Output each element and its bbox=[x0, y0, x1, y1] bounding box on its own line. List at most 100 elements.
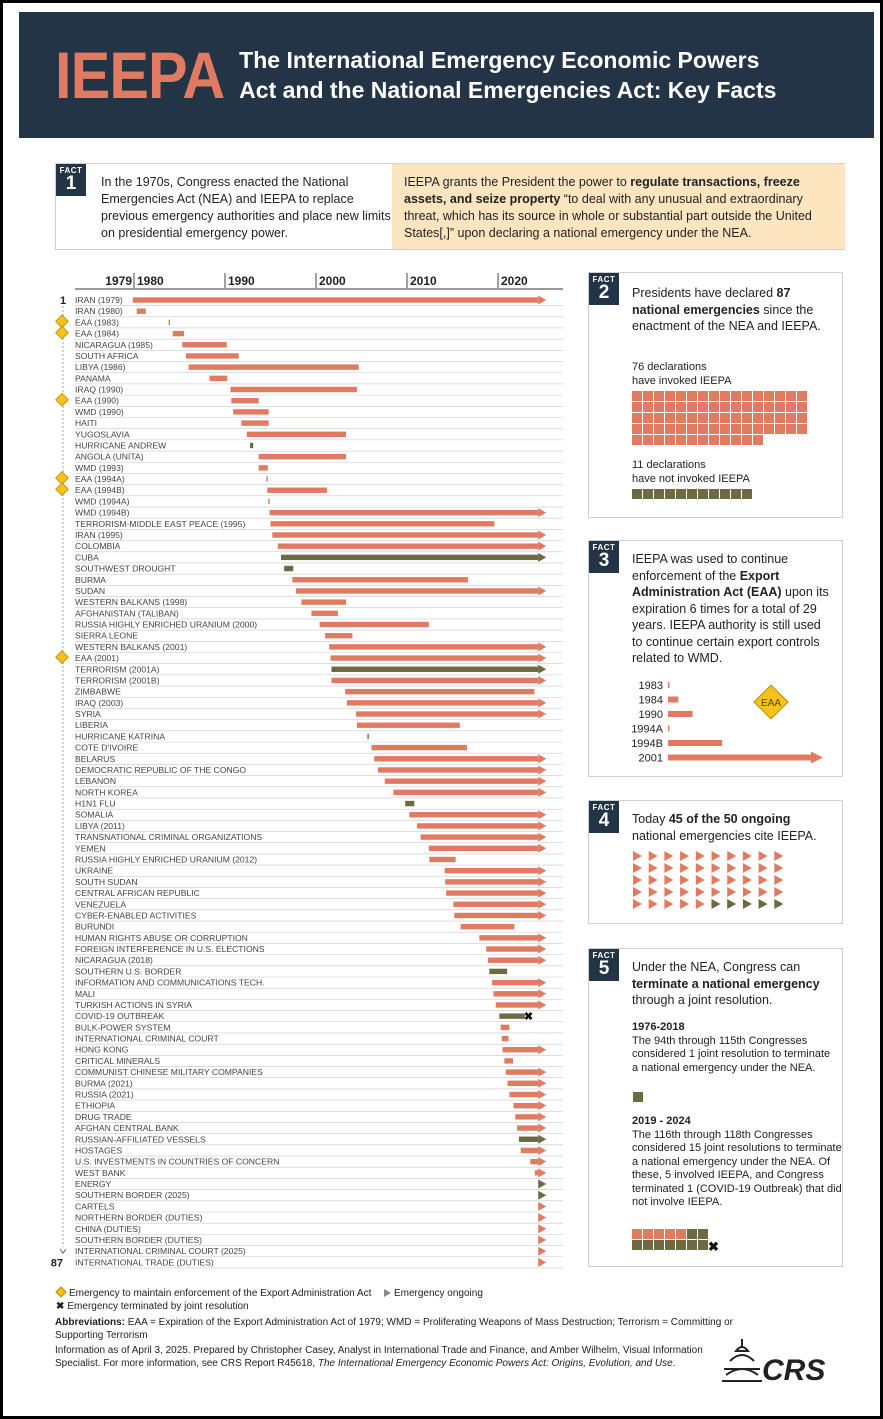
duration-bar bbox=[346, 700, 539, 706]
duration-bar bbox=[311, 610, 338, 617]
duration-bar bbox=[486, 946, 539, 952]
eaa-diamond-icon bbox=[753, 684, 789, 720]
terminated-x-icon: ✖ bbox=[524, 1011, 533, 1023]
fact-5-box: FACT 5 Under the NEA, Congress can termin… bbox=[588, 948, 843, 1267]
ieepa-square bbox=[698, 402, 708, 412]
emergency-triangle bbox=[664, 863, 674, 873]
axis-tick-label: 1990 bbox=[228, 274, 255, 288]
duration-bar bbox=[493, 991, 539, 997]
emergency-triangle bbox=[774, 875, 784, 885]
timeline-row: AFGHAN CENTRAL BANK bbox=[75, 1123, 563, 1134]
emergency-triangle bbox=[633, 899, 642, 909]
row-label: LIBYA (2011) bbox=[75, 821, 125, 831]
row-label: NICARAGUA (1985) bbox=[75, 340, 153, 350]
row-label: SIERRA LEONE bbox=[75, 631, 138, 641]
resolution-square bbox=[632, 1229, 642, 1239]
ieepa-square bbox=[742, 435, 752, 445]
eaa-bar-label: 2001 bbox=[639, 753, 663, 765]
duration-bar bbox=[258, 453, 347, 460]
row-label: INFORMATION AND COMMUNICATIONS TECH. bbox=[75, 978, 265, 988]
row-label: RUSSIA (2021) bbox=[75, 1089, 134, 1099]
row-label: WMD (1990) bbox=[75, 407, 124, 417]
text: IEEPA was used to continue enforcement o… bbox=[632, 552, 789, 583]
bold-text: 87 national emergencies bbox=[632, 286, 791, 317]
ieepa-square bbox=[709, 424, 719, 434]
fact-3-badge: FACT 3 bbox=[589, 541, 619, 573]
ieepa-square bbox=[709, 391, 719, 401]
row-label: INTERNATIONAL CRIMINAL COURT (2025) bbox=[75, 1246, 246, 1256]
timeline-row: CHINA (DUTIES) bbox=[75, 1224, 563, 1235]
resolution-square bbox=[676, 1229, 686, 1239]
eaa-diamond-icon bbox=[55, 471, 69, 485]
ieepa-square bbox=[731, 424, 741, 434]
row-label: BELARUS bbox=[75, 754, 115, 764]
eaa-badge-label: EAA bbox=[761, 698, 781, 709]
timeline-row: COTE D'IVOIRE bbox=[75, 743, 563, 754]
timeline-row: COVID-19 OUTBREAK ✖ bbox=[75, 1011, 563, 1023]
row-label: TURKISH ACTIONS IN SYRIA bbox=[75, 1000, 192, 1010]
emergency-triangle bbox=[774, 899, 784, 909]
ieepa-square bbox=[753, 402, 763, 412]
timeline-row: ENERGY bbox=[75, 1179, 563, 1190]
duration-bar bbox=[331, 677, 539, 684]
ongoing-arrow-icon bbox=[538, 1213, 547, 1223]
eaa-bar bbox=[668, 696, 679, 703]
eaa-diamond-icon bbox=[55, 314, 69, 329]
emergency-triangle bbox=[648, 863, 658, 873]
fact-5-badge: FACT 5 bbox=[589, 949, 619, 981]
ieepa-square bbox=[742, 413, 752, 423]
timeline-row: SOUTH SUDAN bbox=[75, 877, 563, 888]
row-label: LIBYA (1986) bbox=[75, 362, 126, 372]
duration-bar bbox=[267, 487, 327, 493]
timeline-row: ANGOLA (UNITA) bbox=[75, 452, 563, 463]
ongoing-arrow-icon bbox=[538, 541, 547, 551]
row-label: INTERNATIONAL TRADE (DUTIES) bbox=[75, 1257, 214, 1267]
emergency-triangle bbox=[758, 899, 768, 909]
emergency-triangle bbox=[711, 887, 721, 897]
fact-number: 2 bbox=[598, 282, 610, 303]
fact-label: FACT bbox=[592, 803, 616, 812]
eaa-bar-label: 1984 bbox=[639, 695, 663, 707]
emergency-triangle bbox=[742, 887, 752, 897]
duration-bar bbox=[231, 398, 259, 404]
ieepa-square bbox=[687, 413, 697, 423]
timeline-row: RUSSIA HIGHLY ENRICHED URANIUM (2000) bbox=[75, 620, 563, 631]
ongoing-arrow-icon bbox=[538, 1224, 547, 1234]
count-end: 87 bbox=[51, 1257, 63, 1269]
row-label: RUSSIA HIGHLY ENRICHED URANIUM (2000) bbox=[75, 620, 257, 630]
row-label: EAA (1990) bbox=[75, 396, 119, 406]
emergency-triangle bbox=[664, 887, 674, 897]
emergency-triangle bbox=[727, 875, 737, 885]
timeline-row: IRAN (1979) bbox=[75, 295, 563, 306]
ieepa-square bbox=[731, 435, 741, 445]
ieepa-square bbox=[797, 391, 807, 401]
timeline-row: EAA (1990) bbox=[55, 392, 563, 407]
text: Today bbox=[632, 812, 669, 826]
duration-bar bbox=[500, 1024, 510, 1031]
duration-bar bbox=[284, 565, 294, 572]
crs-logo: CRS bbox=[722, 1335, 842, 1387]
title-line-1: The International Emergency Economic Pow… bbox=[239, 47, 760, 73]
resolution-square bbox=[633, 1092, 643, 1102]
duration-bar bbox=[371, 744, 468, 751]
row-label: CENTRAL AFRICAN REPUBLIC bbox=[75, 888, 200, 898]
row-label: AFGHANISTAN (TALIBAN) bbox=[75, 608, 179, 618]
non-ieepa-square bbox=[654, 489, 664, 499]
timeline-row: COMMUNIST CHINESE MILITARY COMPANIES bbox=[75, 1067, 563, 1079]
row-label: HUMAN RIGHTS ABUSE OR CORRUPTION bbox=[75, 933, 248, 943]
timeline-row: EAA (1994B) bbox=[55, 482, 563, 497]
timeline-row: TRANSNATIONAL CRIMINAL ORGANIZATIONS bbox=[75, 832, 563, 844]
duration-bar bbox=[319, 621, 429, 628]
ieepa-square bbox=[720, 424, 730, 434]
text: . bbox=[672, 1358, 676, 1369]
ieepa-square bbox=[643, 424, 653, 434]
duration-bar bbox=[367, 733, 369, 740]
row-label: H1N1 FLU bbox=[75, 799, 116, 809]
emergency-triangle bbox=[774, 863, 784, 873]
emergency-triangle bbox=[742, 851, 752, 861]
timeline-row: SOUTHWEST DROUGHT bbox=[75, 564, 563, 575]
row-label: BURMA (2021) bbox=[75, 1078, 133, 1088]
emergency-triangle bbox=[680, 863, 690, 873]
row-label: TERRORISM-MIDDLE EAST PEACE (1995) bbox=[75, 519, 245, 529]
ieepa-square bbox=[632, 391, 642, 401]
